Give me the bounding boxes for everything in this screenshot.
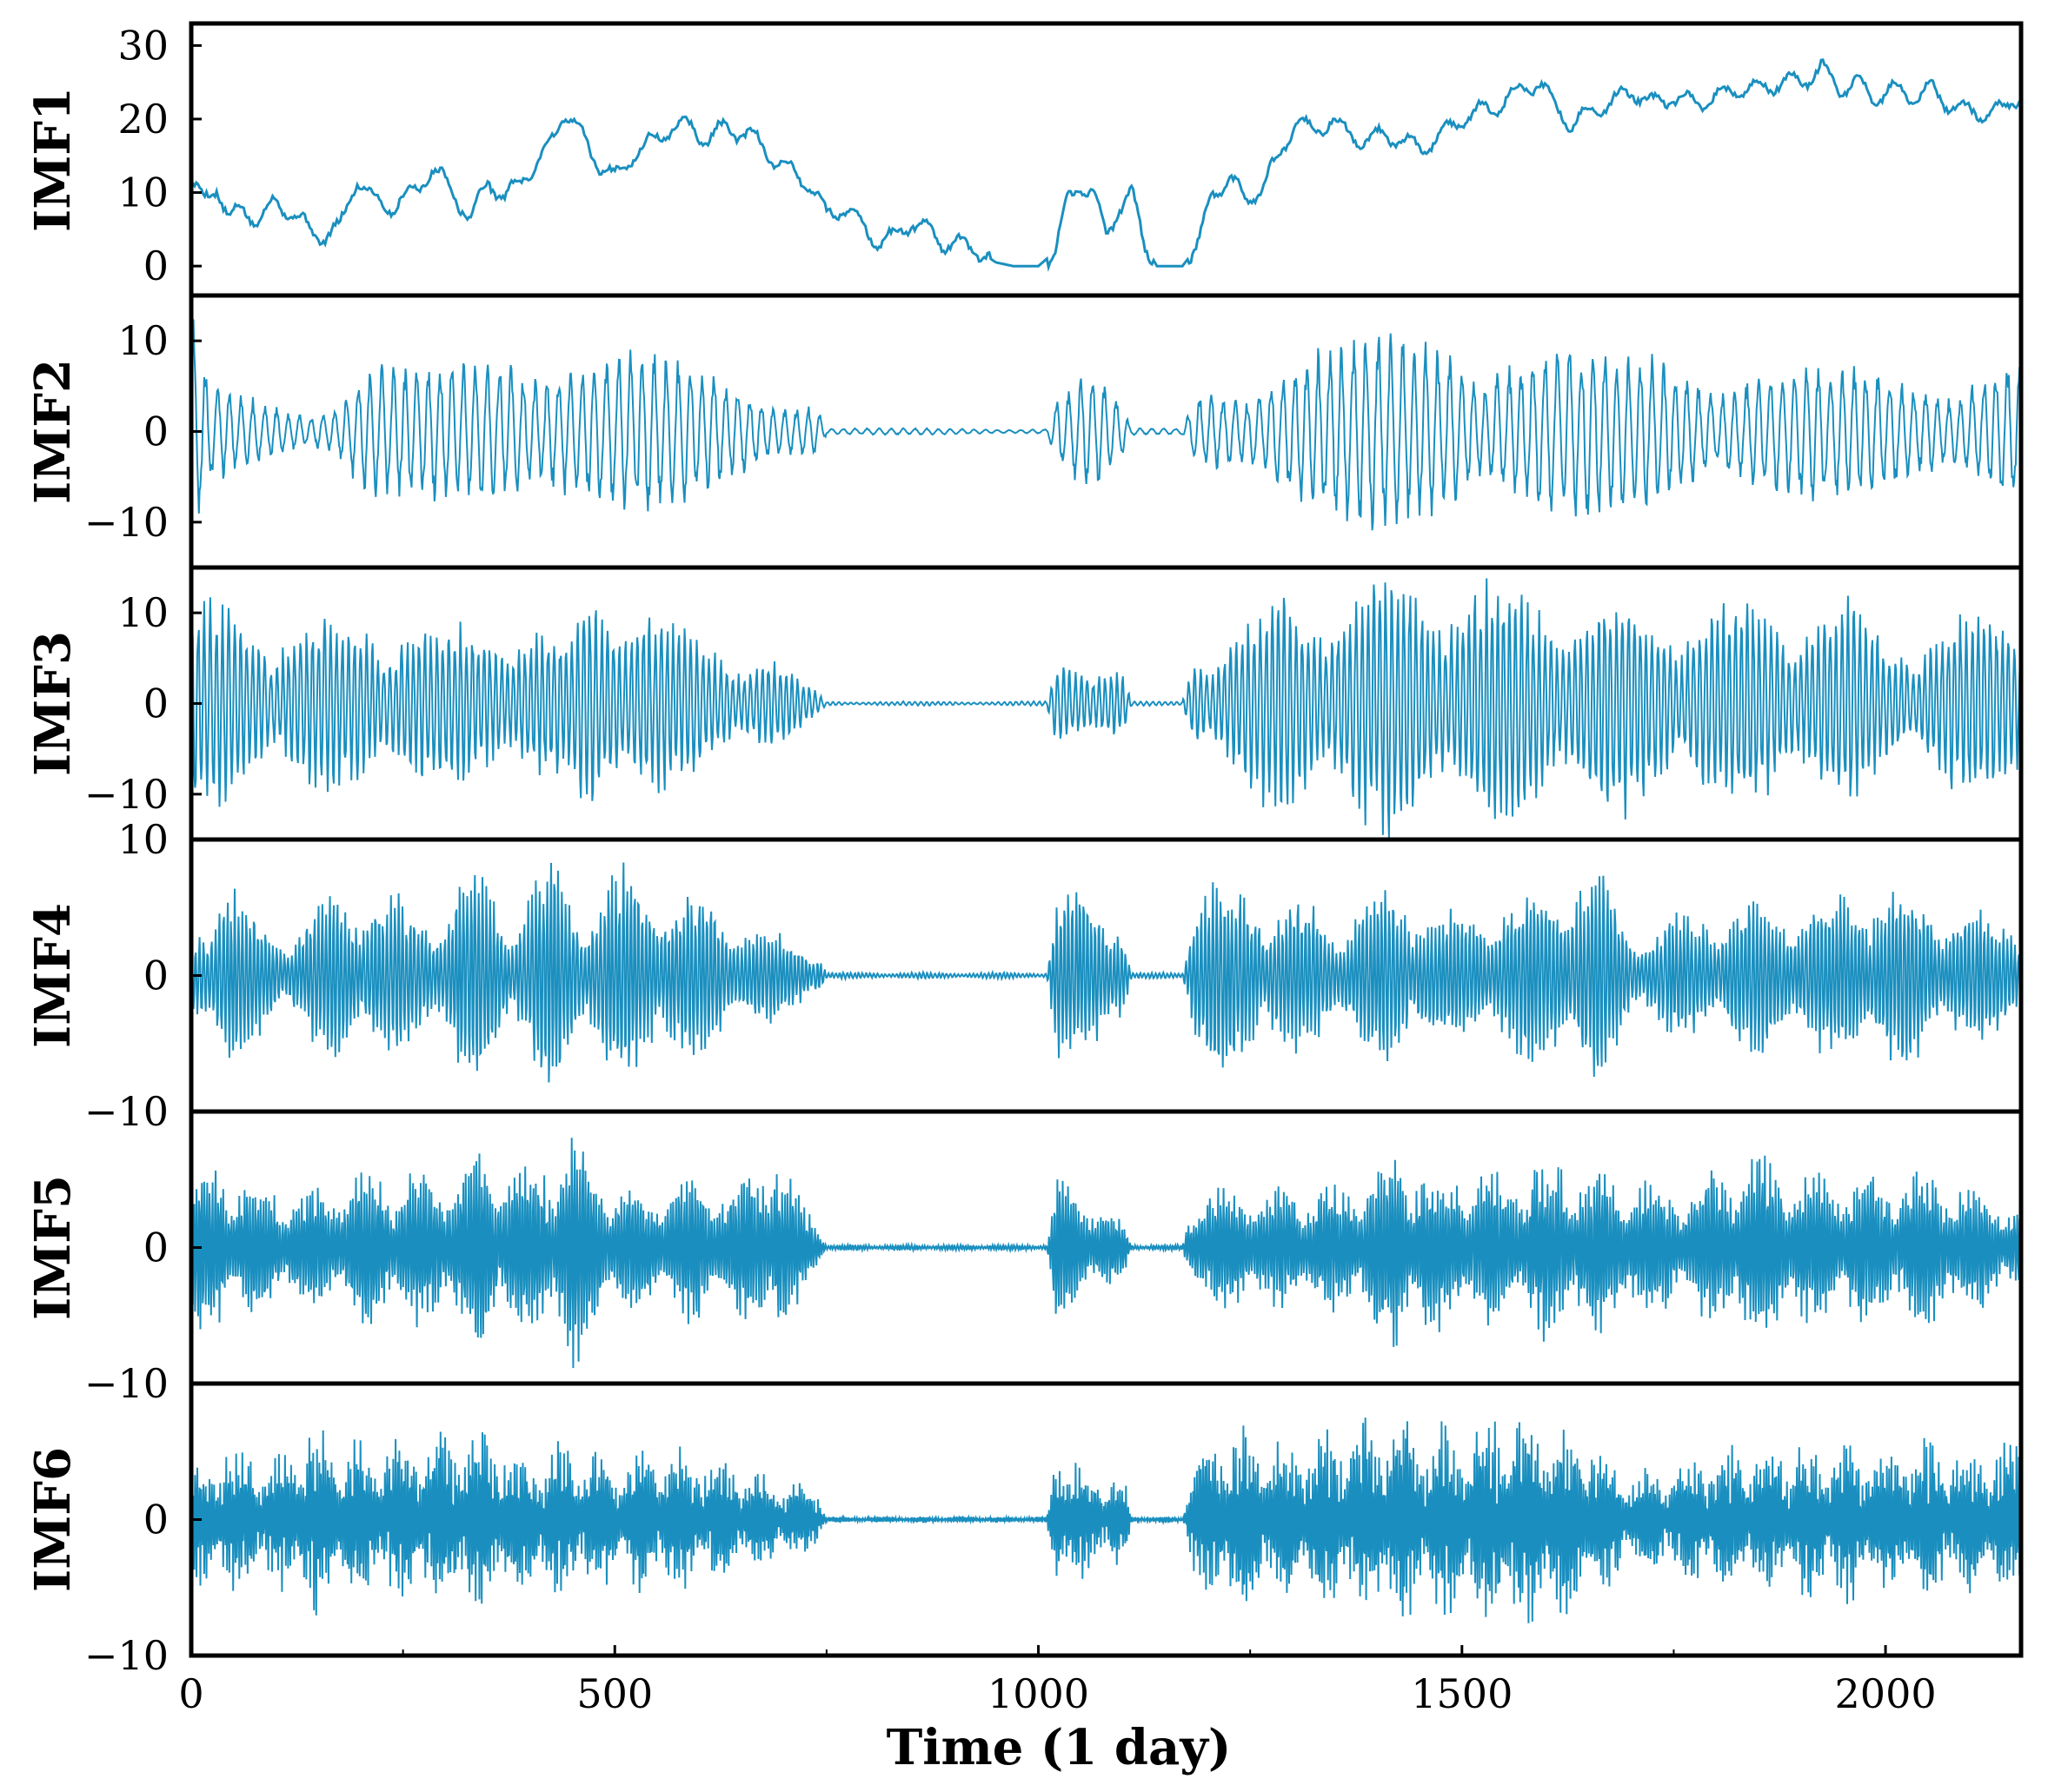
xtick-label: 500 [576,1670,653,1717]
imf4-ytick-label: 0 [143,952,169,999]
xtick-label: 1000 [987,1670,1089,1717]
imf2-ylabel: IMF2 [24,359,82,504]
imf5-ytick-label: −10 [84,1360,169,1407]
imf6-ytick-label: 0 [143,1497,169,1543]
imf6-ylabel: IMF6 [24,1447,82,1592]
imf1-series-line [191,58,2021,272]
imf3-ytick-label: 10 [117,589,169,636]
xtick-label: 0 [178,1670,203,1717]
imf1-ytick-label: 0 [143,242,169,289]
imf3-series-line [191,578,2021,839]
panel-imf1: 0 10 20 30 IMF1 [24,21,2024,298]
imf2-ytick-label: 0 [143,408,169,455]
panel-imf4: −10 0 10 IMF4 [24,816,2024,1135]
xtick-label: 1500 [1411,1670,1513,1717]
imf1-frame [189,21,2024,298]
imf4-ytick-label: 10 [117,816,169,863]
imf5-ylabel: IMF5 [24,1175,82,1320]
imf3-ytick-label: 0 [143,680,169,727]
imf5-series-line [191,1138,2021,1369]
panel-imf3: −10 0 10 IMF3 [24,565,2024,842]
imf4-series-line [191,862,2021,1083]
imf2-ytick-label: 10 [117,317,169,364]
imf2-series-line [191,315,2021,531]
imf1-ytick-label: 30 [117,22,169,69]
imf6-ytick-label: −10 [84,1632,169,1679]
panel-imf6: −10 0 IMF6 [24,1381,2024,1679]
imf1-ylabel: IMF1 [24,87,82,232]
imf5-ytick-label: 0 [143,1225,169,1271]
x-axis: 0 500 1000 1500 2000 [178,1645,1937,1717]
imf4-ylabel: IMF4 [24,903,82,1048]
imf1-ytick-label: 20 [117,96,169,143]
imf1-ytick-label: 10 [117,169,169,216]
imf4-ytick-label: −10 [84,1088,169,1135]
imf2-ytick-label: −10 [84,499,169,546]
panels-group: 0102030IMF1−10010IMF2−10010IMF3−10010IMF… [24,21,2024,1679]
panel-imf5: −10 0 IMF5 [24,1109,2024,1407]
x-axis-label: Time (1 day) [887,1719,1232,1776]
xtick-label: 2000 [1835,1670,1937,1717]
imf3-ytick-label: −10 [84,771,169,818]
panel-imf2: −10 0 10 IMF2 [24,293,2024,570]
imf3-ylabel: IMF3 [24,631,82,776]
imf6-series-line [191,1417,2021,1623]
